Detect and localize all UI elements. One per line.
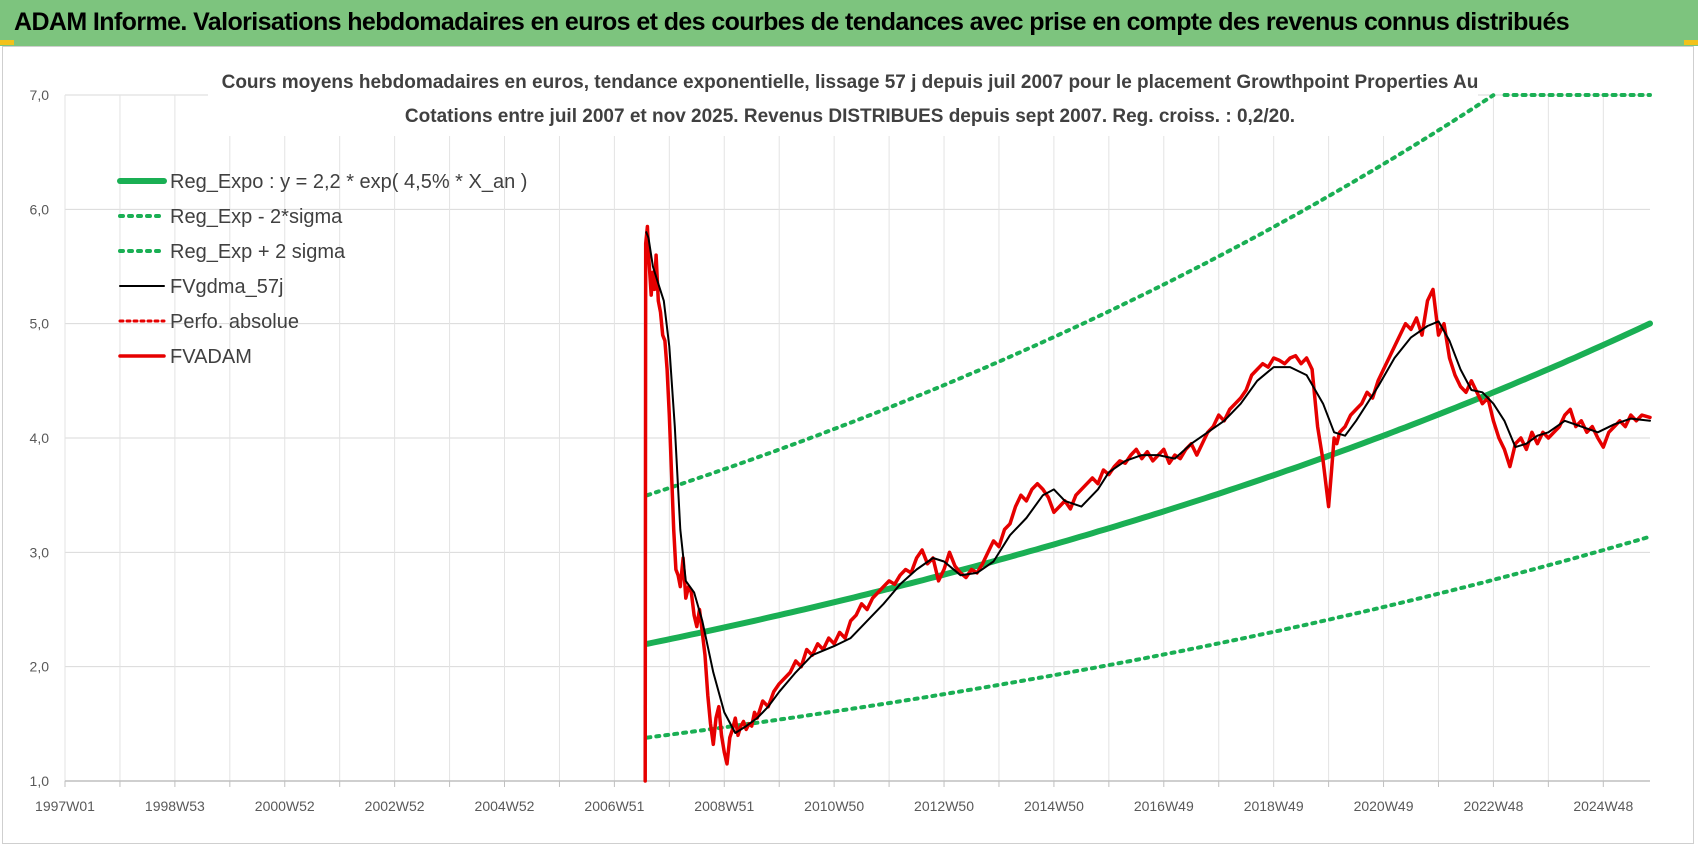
header-bar: ADAM Informe. Valorisations hebdomadaire… <box>0 0 1698 46</box>
legend: Reg_Expo : y = 2,2 * exp( 4,5% * X_an ) R… <box>117 171 527 368</box>
x-tick-label: 1998W53 <box>145 798 205 814</box>
title-background <box>208 62 1478 136</box>
legend-label: Perfo. absolue <box>170 311 299 333</box>
chart-title: Cours moyens hebdomadaires en euros, ten… <box>222 72 1479 93</box>
series-line <box>645 231 1651 734</box>
x-tick-label: 2010W50 <box>804 798 864 814</box>
x-tick-label: 2002W52 <box>365 798 425 814</box>
series-line <box>645 93 1496 498</box>
y-tick-label: 1,0 <box>30 773 50 789</box>
grid-lines <box>64 94 1650 782</box>
chart-subtitle: Cotations entre juil 2007 et nov 2025. R… <box>405 106 1295 127</box>
x-tick-label: 2018W49 <box>1244 798 1304 814</box>
axes: 1,0 2,0 3,0 4,0 5,0 6,0 7,0 1997W01 1998W53 2000W… <box>30 87 1650 814</box>
legend-label: Reg_Exp + 2 sigma <box>170 241 346 263</box>
y-tick-label: 5,0 <box>30 316 50 332</box>
x-tick-label: 2000W52 <box>255 798 315 814</box>
x-tick-label: 2014W50 <box>1024 798 1084 814</box>
legend-label: Reg_Expo : y = 2,2 * exp( 4,5% * X_an ) <box>170 171 527 193</box>
x-tick-label: 2006W51 <box>584 798 644 814</box>
series-line <box>643 224 1652 783</box>
corner-marker-left <box>0 40 14 45</box>
y-tick-label: 7,0 <box>30 87 50 103</box>
x-tick-label: 2024W48 <box>1573 798 1633 814</box>
x-tick-label: 2022W48 <box>1463 798 1523 814</box>
series-line <box>645 534 1652 740</box>
x-tick-label: 2004W52 <box>475 798 535 814</box>
x-tick-label: 2012W50 <box>914 798 974 814</box>
y-tick-label: 6,0 <box>30 201 50 217</box>
legend-label: Reg_Exp - 2*sigma <box>170 206 343 228</box>
corner-marker-right <box>1684 40 1698 45</box>
legend-label: FVgdma_57j <box>170 276 283 298</box>
y-tick-label: 4,0 <box>30 430 50 446</box>
x-tick-label: 2020W49 <box>1354 798 1414 814</box>
series-line <box>644 320 1653 647</box>
x-tick-label: 2016W49 <box>1134 798 1194 814</box>
y-tick-label: 3,0 <box>30 544 50 560</box>
legend-label: FVADAM <box>170 346 252 368</box>
x-tick-label: 2008W51 <box>694 798 754 814</box>
page-title: ADAM Informe. Valorisations hebdomadaire… <box>14 8 1570 36</box>
chart-area <box>2 46 1694 844</box>
x-tick-label: 1997W01 <box>35 798 95 814</box>
y-tick-label: 2,0 <box>30 659 50 675</box>
series-lines <box>643 93 1653 783</box>
